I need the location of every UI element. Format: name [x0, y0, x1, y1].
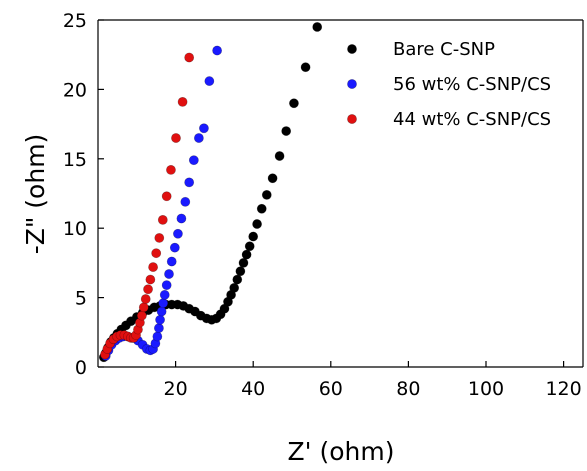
data-point [148, 262, 158, 272]
data-point [140, 294, 151, 304]
legend-label: 56 wt% C-SNP/CS [393, 74, 551, 95]
data-point [166, 256, 177, 267]
x-tick-label: 100 [468, 378, 504, 400]
data-point [145, 274, 156, 285]
x-tick-label: 40 [241, 378, 265, 400]
data-point [281, 126, 292, 136]
data-point [252, 219, 262, 229]
data-point [261, 189, 272, 200]
data-point [158, 298, 169, 309]
x-tick-label: 60 [319, 378, 343, 400]
legend-label: 44 wt% C-SNP/CS [393, 109, 551, 130]
data-point [151, 248, 162, 259]
data-point [241, 249, 252, 260]
data-point [164, 269, 174, 279]
data-point [166, 165, 176, 175]
legend-marker [347, 44, 357, 54]
data-point [184, 177, 195, 188]
data-point [199, 123, 209, 134]
y-tick-label: 10 [63, 218, 87, 240]
data-point [176, 213, 187, 224]
data-point [177, 96, 188, 107]
data-point [238, 257, 249, 268]
data-point [188, 155, 199, 166]
y-tick-label: 5 [75, 288, 87, 310]
legend: Bare C-SNP 56 wt% C-SNP/CS 44 wt% C-SNP/CS [347, 39, 551, 130]
data-point [136, 310, 147, 321]
y-tick-label: 25 [63, 10, 87, 32]
data-point [159, 289, 170, 300]
data-point [312, 22, 323, 32]
y-tick-label: 20 [63, 79, 87, 101]
data-points [98, 22, 323, 363]
x-tick-label: 120 [545, 378, 581, 400]
data-point [204, 76, 215, 86]
data-point [155, 314, 165, 325]
data-point [169, 242, 180, 253]
data-point [229, 282, 240, 293]
data-point [173, 228, 183, 239]
data-point [161, 280, 172, 291]
x-tick-label: 80 [396, 378, 420, 400]
data-point [274, 151, 285, 161]
series-1 [98, 22, 323, 363]
data-point [244, 241, 255, 252]
data-point [184, 52, 195, 63]
data-point [248, 231, 259, 242]
y-axis-title: -Z" (ohm) [21, 134, 50, 255]
data-point [212, 45, 223, 56]
data-point [152, 331, 163, 342]
x-axis-title: Z' (ohm) [288, 437, 395, 466]
series-3 [100, 52, 195, 360]
y-tick-label: 15 [63, 149, 87, 171]
data-point [156, 306, 167, 317]
data-point [180, 196, 191, 207]
axes: 20 40 60 80 100 120 0 5 10 15 20 25 [63, 10, 584, 400]
data-point [232, 274, 243, 285]
data-point [138, 302, 149, 313]
y-tick-label: 0 [75, 357, 87, 379]
data-point [267, 173, 278, 184]
data-point [171, 133, 181, 143]
data-point [154, 233, 165, 243]
legend-marker [347, 79, 357, 89]
data-point [154, 323, 164, 334]
data-point [256, 203, 267, 214]
data-point [161, 191, 172, 202]
legend-marker [347, 114, 357, 124]
data-point [193, 133, 204, 143]
data-point [157, 214, 168, 225]
data-point [300, 62, 311, 73]
x-tick-label: 20 [164, 378, 188, 400]
data-point [143, 284, 153, 295]
data-point [235, 266, 246, 277]
data-point [289, 98, 299, 109]
legend-label: Bare C-SNP [393, 39, 495, 60]
